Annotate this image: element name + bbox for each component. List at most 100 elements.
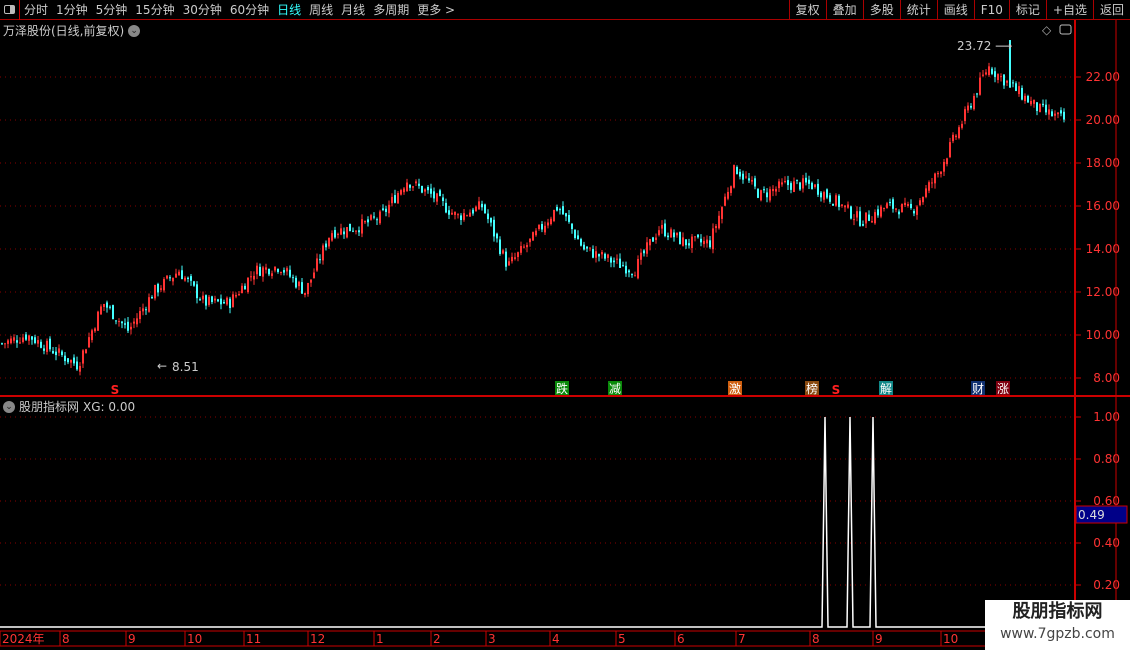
- candle-body: [931, 182, 933, 184]
- candle-body: [313, 272, 315, 279]
- toolbar-button[interactable]: F10: [973, 0, 1009, 20]
- candle-body: [1033, 99, 1035, 104]
- candle-body: [199, 299, 201, 301]
- chevron-down-icon[interactable]: ⌄: [128, 24, 141, 37]
- candle-body: [448, 210, 450, 215]
- candle-body: [10, 338, 12, 344]
- candle-body: [169, 277, 171, 279]
- candle-body: [274, 266, 276, 271]
- candle-body: [685, 239, 687, 246]
- candle-body: [106, 302, 108, 308]
- candle-body: [262, 267, 264, 277]
- toolbar-button[interactable]: 统计: [899, 0, 937, 20]
- candle-body: [979, 77, 981, 95]
- y-tick-label: 20.00: [1086, 113, 1120, 127]
- candle-body: [16, 340, 18, 343]
- y-tick-label: 14.00: [1086, 242, 1120, 256]
- candle-body: [691, 236, 693, 249]
- y-tick-label: 0.20: [1093, 578, 1120, 592]
- candle-body: [571, 223, 573, 230]
- period-tab[interactable]: 多周期: [373, 3, 410, 17]
- period-tab[interactable]: 日线: [277, 3, 302, 17]
- candle-body: [769, 189, 771, 201]
- candle-body: [277, 269, 279, 272]
- candle-body: [871, 220, 873, 223]
- candle-body: [667, 235, 669, 238]
- candle-body: [88, 337, 90, 348]
- candle-body: [739, 171, 741, 177]
- candle-body: [952, 134, 954, 142]
- candle-body: [802, 178, 804, 189]
- period-tab[interactable]: 更多 >: [417, 3, 456, 17]
- candle-body: [745, 176, 747, 178]
- candle-body: [649, 239, 651, 246]
- candle-body: [661, 225, 663, 229]
- candle-body: [925, 188, 927, 197]
- candle-body: [148, 297, 150, 312]
- event-label: 解: [880, 382, 892, 396]
- chevron-down-icon[interactable]: ⌄: [3, 400, 15, 413]
- candle-body: [238, 294, 240, 296]
- candle-body: [601, 252, 603, 255]
- toolbar-button[interactable]: 复权: [788, 0, 826, 20]
- x-tick-label: 8: [812, 632, 820, 646]
- toolbar-button[interactable]: 叠加: [825, 0, 863, 20]
- candle-body: [472, 209, 474, 214]
- candle-body: [997, 74, 999, 80]
- candle-body: [1045, 104, 1047, 113]
- period-tab[interactable]: 周线: [309, 3, 334, 17]
- candle-body: [1003, 74, 1005, 86]
- indicator-name: 股朋指标网: [19, 400, 80, 414]
- candle-body: [775, 188, 777, 192]
- candle-body: [826, 189, 828, 198]
- candle-body: [862, 224, 864, 226]
- period-tab[interactable]: 分时: [24, 3, 49, 17]
- candle-body: [607, 254, 609, 258]
- candle-body: [598, 254, 600, 257]
- candle-body: [733, 165, 735, 188]
- candle-body: [337, 233, 339, 235]
- candle-body: [586, 246, 588, 249]
- stock-title: 万泽股份(日线,前复权): [3, 24, 125, 38]
- toolbar-button[interactable]: 返回: [1092, 0, 1130, 20]
- candle-body: [208, 296, 210, 305]
- candle-body: [460, 215, 462, 221]
- candle-body: [76, 361, 78, 370]
- period-tab[interactable]: 15分钟: [135, 3, 175, 17]
- panel-icon: [4, 5, 15, 14]
- period-tab[interactable]: 月线: [341, 3, 366, 17]
- candle-body: [703, 240, 705, 245]
- candle-body: [289, 269, 291, 277]
- candle-body: [859, 211, 861, 226]
- candle-body: [94, 328, 96, 332]
- period-tab[interactable]: 5分钟: [95, 3, 128, 17]
- candle-body: [907, 203, 909, 207]
- panel-toggle-button[interactable]: [0, 0, 20, 20]
- candle-body: [178, 271, 180, 276]
- candle-body: [973, 95, 975, 110]
- toolbar-button[interactable]: 标记: [1008, 0, 1046, 20]
- candle-body: [253, 275, 255, 280]
- toolbar-button[interactable]: +自选: [1045, 0, 1093, 20]
- candle-body: [946, 158, 948, 165]
- candle-body: [124, 323, 126, 325]
- candle-body: [724, 196, 726, 206]
- candle-body: [7, 340, 9, 344]
- candle-body: [877, 209, 879, 216]
- period-tab[interactable]: 30分钟: [182, 3, 222, 17]
- candle-body: [286, 268, 288, 272]
- candle-body: [676, 232, 678, 236]
- period-tab[interactable]: 60分钟: [229, 3, 270, 17]
- toolbar-button[interactable]: 多股: [862, 0, 900, 20]
- candle-body: [160, 288, 162, 290]
- candle-body: [484, 204, 486, 214]
- period-tab[interactable]: 1分钟: [56, 3, 88, 17]
- candle-body: [787, 180, 789, 186]
- candle-body: [964, 109, 966, 122]
- candle-body: [403, 188, 405, 193]
- candle-body: [325, 243, 327, 248]
- candle-body: [442, 197, 444, 202]
- toolbar-button[interactable]: 画线: [936, 0, 974, 20]
- candle-body: [634, 275, 636, 277]
